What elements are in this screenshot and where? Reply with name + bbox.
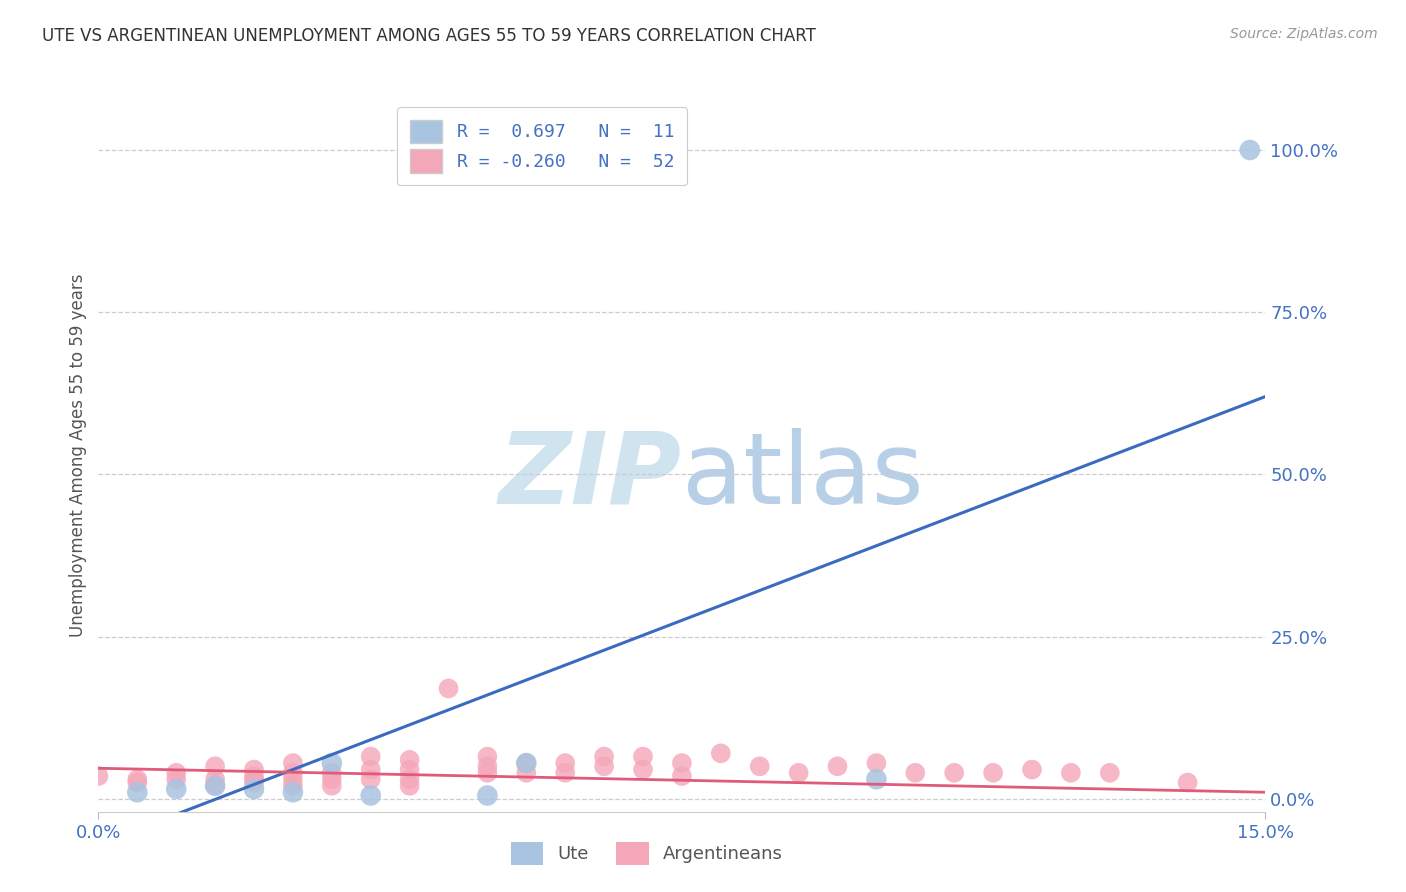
Point [477,759,499,773]
Point [281,779,304,793]
Point [281,772,304,787]
Point [437,681,460,696]
Point [981,765,1004,780]
Point [321,765,343,780]
Point [127,775,149,789]
Point [281,785,304,799]
Text: atlas: atlas [682,428,924,524]
Point [360,749,382,764]
Point [360,772,382,787]
Point [398,779,420,793]
Point [477,765,499,780]
Legend: Ute, Argentineans: Ute, Argentineans [502,833,792,874]
Text: ZIP: ZIP [499,428,682,524]
Point [127,785,149,799]
Point [398,753,420,767]
Point [243,782,266,797]
Point [321,756,343,770]
Point [748,759,770,773]
Point [477,749,499,764]
Point [87,769,110,783]
Point [281,765,304,780]
Point [204,772,226,787]
Point [865,756,887,770]
Point [204,779,226,793]
Point [321,772,343,787]
Point [671,756,693,770]
Point [281,756,304,770]
Point [865,772,887,787]
Point [554,765,576,780]
Point [243,769,266,783]
Point [398,763,420,777]
Point [243,772,266,787]
Point [204,759,226,773]
Point [1021,763,1043,777]
Point [593,759,616,773]
Point [398,772,420,787]
Point [165,765,187,780]
Point [1177,775,1199,789]
Point [554,756,576,770]
Point [787,765,810,780]
Point [1060,765,1083,780]
Point [671,769,693,783]
Point [127,772,149,787]
Point [904,765,927,780]
Point [515,765,537,780]
Point [1098,765,1121,780]
Point [631,749,654,764]
Point [477,789,499,803]
Point [1239,143,1261,157]
Point [204,779,226,793]
Point [243,775,266,789]
Point [515,756,537,770]
Point [631,763,654,777]
Point [360,763,382,777]
Point [243,763,266,777]
Point [943,765,966,780]
Point [515,756,537,770]
Point [360,789,382,803]
Point [321,779,343,793]
Point [827,759,849,773]
Point [165,782,187,797]
Point [593,749,616,764]
Y-axis label: Unemployment Among Ages 55 to 59 years: Unemployment Among Ages 55 to 59 years [69,273,87,637]
Point [165,772,187,787]
Point [710,747,733,761]
Text: Source: ZipAtlas.com: Source: ZipAtlas.com [1230,27,1378,41]
Text: UTE VS ARGENTINEAN UNEMPLOYMENT AMONG AGES 55 TO 59 YEARS CORRELATION CHART: UTE VS ARGENTINEAN UNEMPLOYMENT AMONG AG… [42,27,815,45]
